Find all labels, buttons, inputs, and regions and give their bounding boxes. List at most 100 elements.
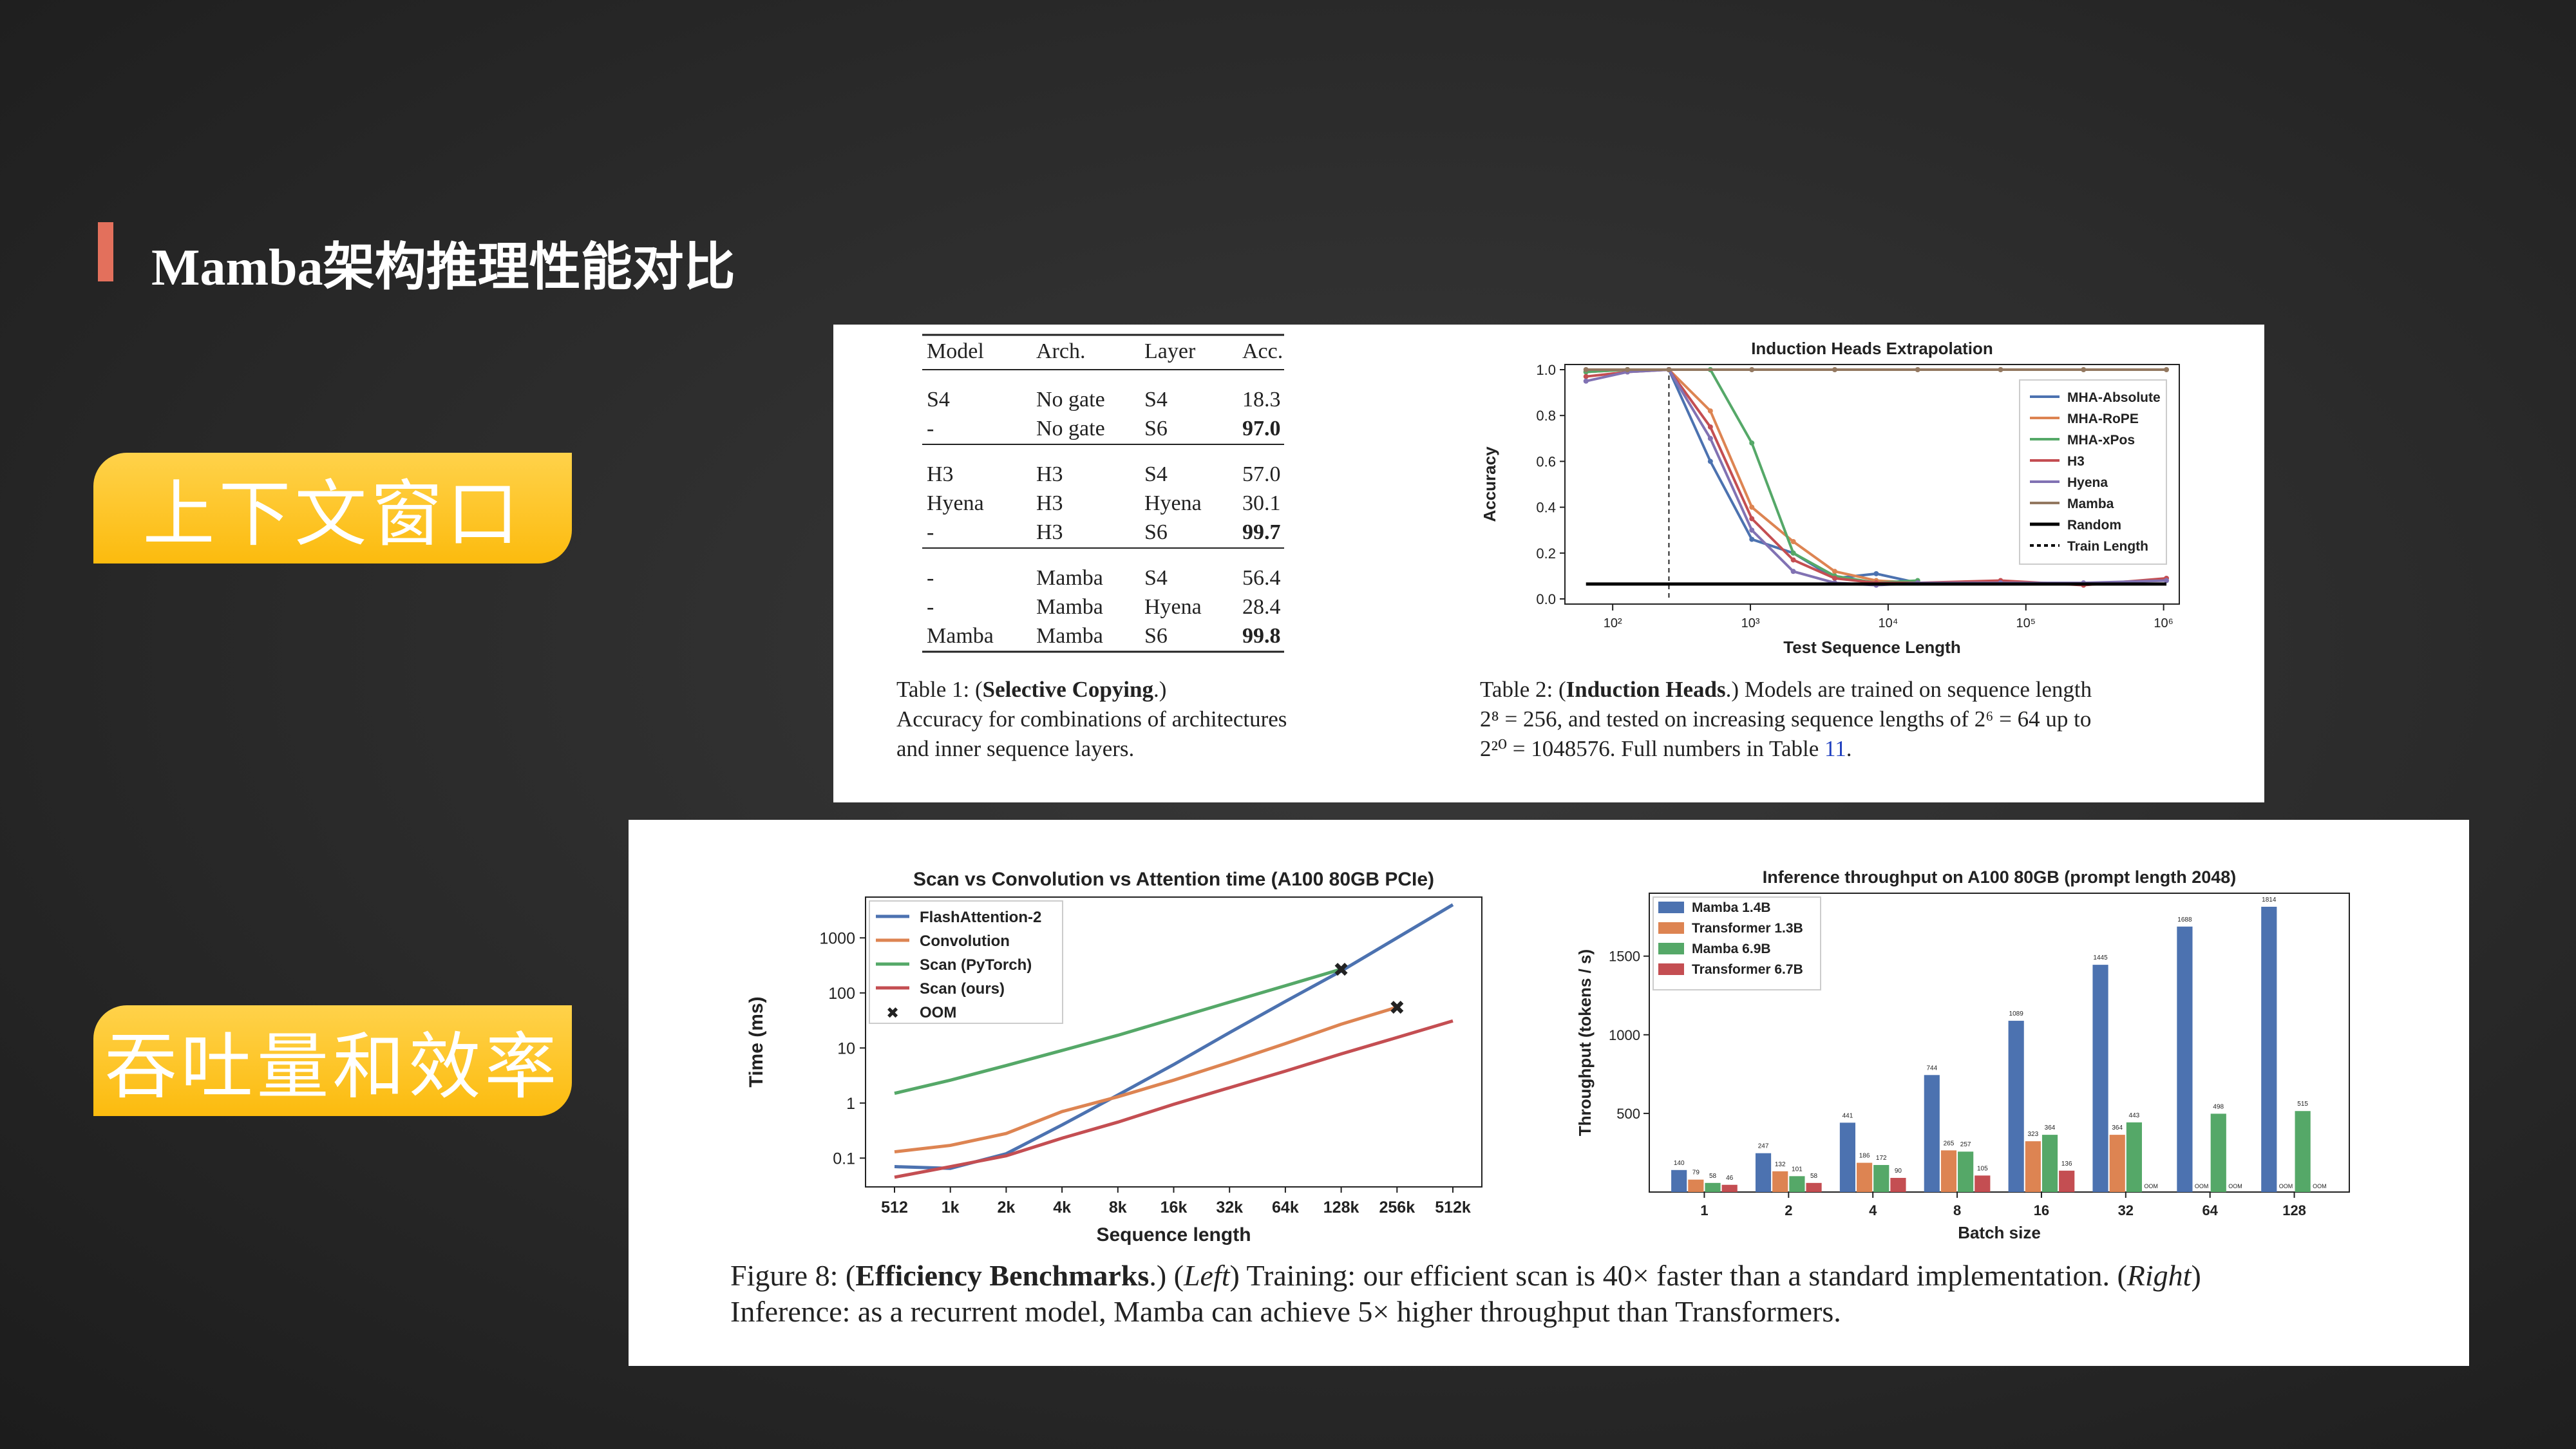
table-cell: 30.1 — [1242, 491, 1281, 515]
bar — [1806, 1182, 1822, 1192]
x-tick-label: 128 — [2282, 1202, 2306, 1218]
title-accent-bar — [98, 222, 113, 281]
y-tick-label: 500 — [1616, 1106, 1640, 1122]
bar — [2025, 1141, 2041, 1192]
table2-caption: Table 2: (Induction Heads.) Models are t… — [1480, 677, 2092, 761]
bar-value-label: 90 — [1895, 1168, 1902, 1175]
x-tick-label: 8k — [1109, 1198, 1127, 1217]
table-cell: S6 — [1144, 624, 1168, 648]
series-line-convolution — [894, 1005, 1398, 1154]
context-window-button[interactable]: 上下文窗口 — [93, 453, 572, 564]
data-point — [1790, 557, 1796, 563]
bar-value-label: 744 — [1926, 1065, 1937, 1072]
slide-title: Mamba架构推理性能对比 — [151, 240, 735, 296]
legend-label: H3 — [2067, 454, 2085, 469]
y-axis-label: Time (ms) — [746, 996, 767, 1087]
oom-label: OOM — [2195, 1183, 2209, 1189]
data-point — [1749, 516, 1755, 522]
x-tick-label: 64 — [2202, 1202, 2218, 1218]
data-point — [1832, 367, 1837, 372]
legend-label: Scan (PyTorch) — [920, 956, 1032, 974]
table-header: Acc. — [1242, 339, 1283, 363]
induction-heads-chart: Induction Heads Extrapolation 0.0 0.2 0.4 0.… — [1480, 339, 2180, 657]
data-point — [1749, 504, 1755, 510]
table-cell: - — [927, 595, 934, 619]
scan-time-chart: Scan vs Convolution vs Attention time (A… — [746, 869, 1482, 1245]
legend-label: MHA-xPos — [2067, 433, 2135, 448]
data-point — [1583, 374, 1589, 379]
table-header: Layer — [1144, 339, 1196, 363]
table-cell: S6 — [1144, 417, 1168, 440]
oom-label: OOM — [2228, 1183, 2242, 1189]
bar-value-label: 140 — [1674, 1160, 1685, 1167]
bar-value-label: 172 — [1876, 1155, 1887, 1162]
legend-swatch — [1658, 902, 1684, 913]
chart-title: Scan vs Convolution vs Attention time (A… — [913, 869, 1434, 890]
table-cell: Hyena — [1144, 491, 1202, 515]
data-point — [1707, 435, 1713, 441]
legend-label: Convolution — [920, 933, 1010, 950]
bar — [2126, 1122, 2142, 1192]
bar — [1671, 1170, 1687, 1192]
y-axis-label: Accuracy — [1480, 446, 1499, 522]
table-cell: S6 — [1144, 520, 1168, 544]
x-tick-label: 1 — [1700, 1202, 1708, 1218]
table-cell: Mamba — [927, 624, 994, 648]
x-tick-label: 16k — [1160, 1198, 1188, 1217]
data-point — [2164, 578, 2170, 583]
x-axis-label: Test Sequence Length — [1783, 638, 1960, 657]
legend-box — [869, 900, 1063, 1024]
table-cell: 99.7 — [1242, 520, 1281, 544]
table-cell: Mamba — [1036, 624, 1103, 648]
bar-value-label: 46 — [1726, 1175, 1734, 1182]
series-line-scan-ours- — [894, 1019, 1454, 1179]
data-point — [1749, 527, 1755, 533]
data-point — [1832, 575, 1837, 581]
table-cell: Mamba — [1036, 595, 1103, 619]
y-tick-label: 0.2 — [1536, 545, 1556, 562]
bar — [1857, 1162, 1873, 1192]
y-tick-label: 1000 — [1609, 1027, 1640, 1043]
table-header: Model — [927, 339, 984, 363]
table-11-link[interactable]: 11 — [1824, 736, 1846, 761]
table-cell: No gate — [1036, 388, 1105, 412]
y-tick-label: 1500 — [1609, 949, 1640, 965]
table-cell: S4 — [1144, 566, 1168, 590]
data-point — [1749, 440, 1755, 446]
legend-label: Mamba 1.4B — [1692, 900, 1771, 915]
x-tick-label: 10⁶ — [2154, 616, 2173, 630]
bar — [2261, 907, 2277, 1192]
x-tick-label: 4 — [1869, 1202, 1877, 1218]
table-cell: - — [927, 520, 934, 544]
data-point — [1749, 536, 1755, 542]
legend-label: Train Length — [2067, 539, 2148, 554]
figure8-caption: Figure 8: (Efficiency Benchmarks.) (Left… — [730, 1259, 2201, 1328]
table1-caption: Table 1: (Selective Copying.) Accuracy f… — [896, 677, 1287, 761]
data-point — [1666, 367, 1672, 372]
y-tick-label: 1000 — [819, 929, 855, 947]
oom-label: OOM — [2144, 1183, 2158, 1189]
bar-value-label: 1814 — [2262, 896, 2277, 904]
bar-value-label: 323 — [2028, 1131, 2039, 1138]
throughput-efficiency-button[interactable]: 吞吐量和效率 — [93, 1005, 572, 1116]
bar — [2092, 965, 2108, 1192]
bar-value-label: 443 — [2129, 1112, 2140, 1119]
table-cell: H3 — [1036, 520, 1063, 544]
bar-value-label: 441 — [1842, 1112, 1853, 1119]
inference-throughput-chart: Inference throughput on A100 80GB (promp… — [1575, 867, 2350, 1242]
bar — [2177, 926, 2193, 1192]
table-cell: S4 — [1144, 462, 1168, 486]
bar — [2295, 1111, 2311, 1192]
bar-value-label: 132 — [1775, 1161, 1786, 1168]
bar-value-label: 58 — [1810, 1173, 1818, 1180]
bar-value-label: 58 — [1709, 1173, 1717, 1180]
legend-label: Mamba — [2067, 497, 2114, 511]
bar — [1890, 1178, 1906, 1192]
table-cell: 56.4 — [1242, 566, 1281, 590]
x-tick-label: 16 — [2034, 1202, 2049, 1218]
y-tick-label: 0.6 — [1536, 453, 1556, 469]
bar — [2059, 1170, 2075, 1192]
x-tick-label: 4k — [1053, 1198, 1071, 1217]
y-tick-label: 0.4 — [1536, 500, 1556, 516]
bar-value-label: 364 — [2112, 1124, 2123, 1132]
